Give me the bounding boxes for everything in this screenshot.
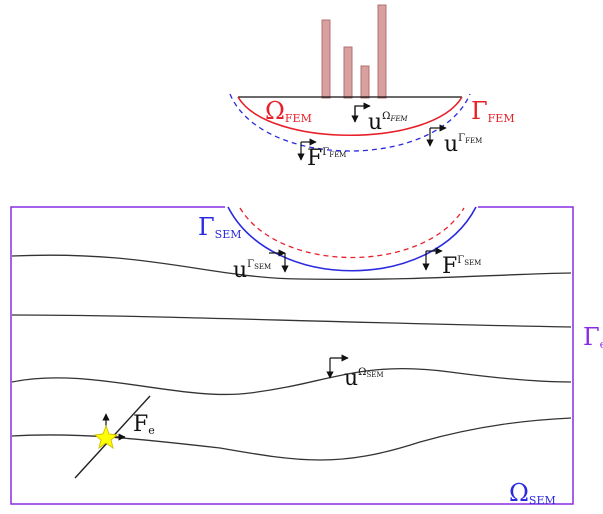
fe-label: Fe <box>133 412 155 437</box>
sem-dashed-fem-copy <box>239 207 465 259</box>
fem-dashed-offset <box>229 93 471 152</box>
soil-layers <box>11 254 572 461</box>
layer-2 <box>11 314 572 328</box>
axis-arrows-icon <box>422 247 443 271</box>
axis-arrows-icon <box>297 138 317 161</box>
axis-arrows-icon <box>351 102 371 123</box>
omega-sem-label: ΩSEM <box>509 479 556 507</box>
u-omega-fem-label: uΩFEM <box>368 110 408 135</box>
u-gamma-sem-label: uΓSEM <box>233 258 272 283</box>
omega-fem-label: ΩFEM <box>265 97 312 125</box>
buildings <box>321 4 387 99</box>
gamma-e-label: Γe <box>583 323 603 351</box>
u-gamma-fem-label: uΓFEM <box>444 132 483 157</box>
gamma-fem-label: ΓFEM <box>471 97 515 125</box>
building-2 <box>343 46 353 99</box>
gamma-sem-label: ΓSEM <box>198 213 242 241</box>
layer-4 <box>11 417 572 461</box>
axis-arrows-icon <box>326 354 349 379</box>
layer-1 <box>11 254 572 281</box>
f-gamma-fem-label: FΓFEM <box>307 146 347 171</box>
axis-arrows-icon <box>269 249 289 273</box>
fem-interface-curve <box>237 96 463 136</box>
building-1 <box>321 19 331 99</box>
f-gamma-sem-label: FΓSEM <box>442 254 482 279</box>
axis-arrows-icon <box>426 124 447 147</box>
layer-3 <box>11 367 572 396</box>
sem-domain-box <box>10 206 574 505</box>
star-icon <box>93 424 119 450</box>
sem-interface-curve <box>227 206 477 272</box>
u-omega-sem-label: uΩSEM <box>344 366 384 391</box>
building-4 <box>377 4 387 99</box>
building-3 <box>360 65 370 99</box>
